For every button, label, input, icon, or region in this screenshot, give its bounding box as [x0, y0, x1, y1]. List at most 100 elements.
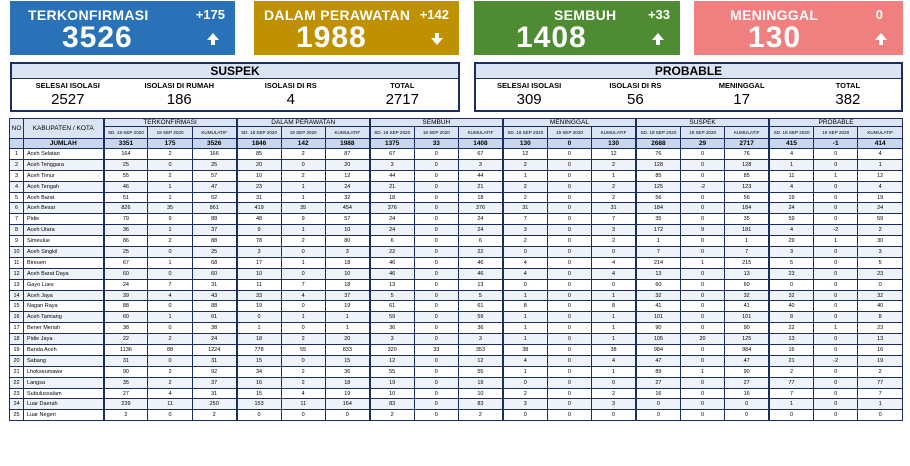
sub-header: SD. 18 SEP 2020	[235, 126, 282, 139]
value-cell: 19	[768, 191, 815, 204]
value-cell: 2	[501, 180, 548, 193]
value-cell: 2	[102, 409, 149, 422]
value-cell: 833	[324, 344, 371, 356]
card-terkonfirmasi: TERKONFIRMASI +175 3526	[10, 1, 235, 55]
district-name: Aceh Barat	[23, 191, 104, 204]
value-cell: 18	[324, 256, 371, 269]
value-cell: 0	[679, 344, 726, 356]
row-number: 20	[9, 354, 24, 367]
value-cell: 13	[634, 267, 681, 280]
value-cell: 1224	[191, 344, 238, 356]
suspek-value: 2527	[51, 91, 85, 108]
district-name: Sabang	[23, 354, 104, 367]
value-cell: 2	[501, 158, 548, 171]
sub-header: 19 SEP 2020	[812, 126, 859, 139]
value-cell: 39	[102, 289, 149, 302]
value-cell: 56	[724, 191, 770, 204]
value-cell: 88	[191, 235, 238, 248]
value-cell: 77	[857, 376, 903, 389]
group-header: DALAM PERAWATAN	[235, 118, 371, 127]
value-cell: 35	[280, 202, 326, 215]
value-cell: 0	[546, 398, 593, 411]
value-cell: 3	[857, 246, 903, 258]
value-cell: 0	[501, 409, 548, 422]
total-cell: 1375	[368, 138, 415, 149]
sub-header: KUMULATIF	[724, 126, 770, 139]
value-cell: 4	[280, 289, 326, 302]
value-cell: 90	[102, 365, 149, 378]
value-cell: 101	[634, 311, 681, 324]
value-cell: 61	[368, 300, 415, 313]
value-cell: 55	[457, 365, 504, 378]
value-cell: 10	[235, 267, 282, 280]
value-cell: 2	[147, 333, 193, 346]
value-cell: -2	[679, 180, 726, 193]
value-cell: 861	[191, 202, 238, 215]
value-cell: 125	[724, 333, 770, 346]
value-cell: 0	[546, 344, 593, 356]
value-cell: 0	[280, 158, 326, 171]
value-cell: 0	[280, 354, 326, 367]
table-row: 9 Simeulue 86 2 88 78 2 80 6 0 6 2 0 2 1 0 1 29 1 30	[9, 235, 903, 248]
value-cell: 0	[546, 235, 593, 248]
probable-item: TOTAL 382	[795, 81, 901, 108]
value-cell: 67	[102, 256, 149, 269]
value-cell: 4	[857, 148, 903, 160]
value-cell: 36	[457, 322, 504, 335]
value-cell: 4	[591, 354, 637, 367]
card-value: 130	[748, 21, 802, 54]
sub-header: KUMULATIF	[457, 126, 504, 139]
value-cell: 35	[102, 376, 149, 389]
value-cell: 24	[457, 213, 504, 226]
value-cell: 16	[634, 387, 681, 400]
row-number: 4	[9, 180, 24, 193]
table-row: 16 Aceh Tamiang 60 1 61 0 1 1 59 0 59 1 0 1 101 0 101 8 0 8	[9, 311, 903, 324]
value-cell: 3	[457, 333, 504, 346]
sub-header: SD. 18 SEP 2020	[102, 126, 149, 139]
sub-header: KUMULATIF	[591, 126, 637, 139]
value-cell: 0	[812, 213, 859, 226]
value-cell: 1	[591, 365, 637, 378]
value-cell: 2	[280, 365, 326, 378]
card-delta: +142	[419, 7, 449, 22]
total-cell: 130	[501, 138, 548, 149]
card-title: TERKONFIRMASI	[28, 7, 149, 23]
row-number: 11	[9, 256, 24, 269]
value-cell: 76	[724, 148, 770, 160]
value-cell: 0	[679, 235, 726, 248]
value-cell: 101	[724, 311, 770, 324]
value-cell: 18	[368, 191, 415, 204]
value-cell: 0	[147, 354, 193, 367]
probable-label: TOTAL	[835, 81, 861, 90]
value-cell: 1	[591, 289, 637, 302]
value-cell: 0	[501, 278, 548, 291]
value-cell: 83	[368, 398, 415, 411]
value-cell: 0	[679, 311, 726, 324]
sub-header: KUMULATIF	[857, 126, 903, 139]
value-cell: 32	[324, 191, 371, 204]
value-cell: 0	[413, 322, 460, 335]
value-cell: 3	[501, 224, 548, 237]
value-cell: 2	[591, 158, 637, 171]
value-cell: 172	[634, 224, 681, 237]
value-cell: 0	[413, 278, 460, 291]
group-header: MENINGGAL	[501, 118, 637, 127]
district-name: Aceh Barat Daya	[23, 267, 104, 280]
value-cell: 51	[102, 191, 149, 204]
value-cell: 2	[857, 224, 903, 237]
value-cell: 31	[191, 278, 238, 291]
value-cell: 0	[812, 267, 859, 280]
district-name: Pidie	[23, 213, 104, 226]
total-cell: 3526	[191, 138, 238, 149]
value-cell: 2	[857, 365, 903, 378]
down-arrow-icon	[431, 33, 443, 45]
value-cell: 0	[679, 322, 726, 335]
value-cell: 0	[280, 409, 326, 422]
value-cell: 0	[147, 267, 193, 280]
value-cell: 4	[501, 267, 548, 280]
value-cell: 1	[280, 180, 326, 193]
row-number: 16	[9, 311, 24, 324]
value-cell: 11	[147, 398, 193, 411]
district-name: Simeulue	[23, 235, 104, 248]
value-cell: 38	[501, 344, 548, 356]
